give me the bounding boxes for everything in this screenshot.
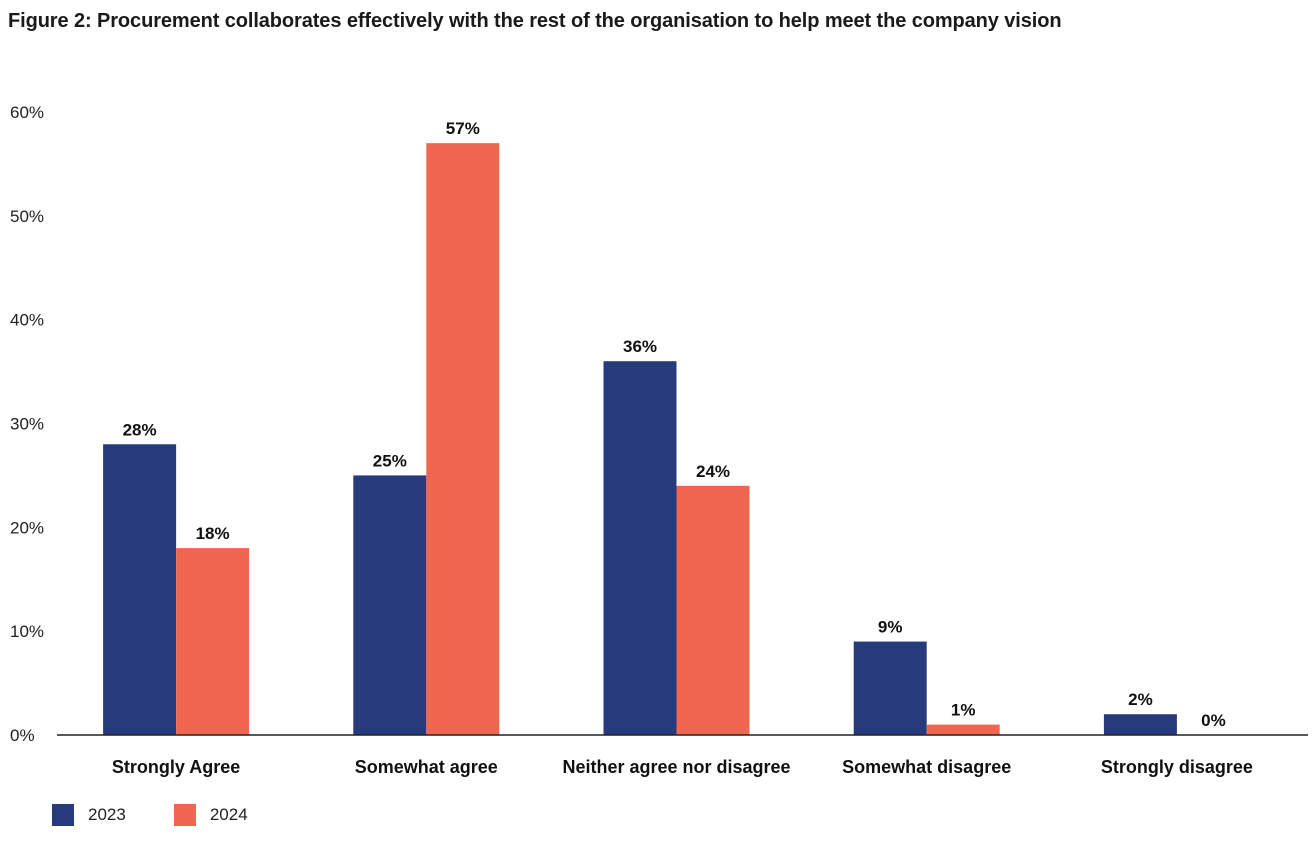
data-label-2024-2: 24% — [696, 462, 730, 481]
bar-2024-0 — [176, 548, 250, 735]
data-labels: 28% 18% 25% 57% 36% 24% 9% 1% 2% 0% — [123, 119, 1226, 730]
data-label-2023-0: 28% — [123, 420, 157, 439]
x-tick-label: Somewhat agree — [355, 757, 498, 777]
data-label-2024-1: 57% — [446, 119, 480, 138]
y-tick-label: 20% — [10, 518, 44, 537]
legend-item-2024: 2024 — [173, 804, 248, 826]
x-tick-label: Somewhat disagree — [842, 757, 1011, 777]
bar-2023-4 — [1103, 714, 1177, 735]
x-axis-labels: Strongly Agree Somewhat agree Neither agre… — [112, 757, 1253, 777]
bars — [103, 143, 1177, 735]
x-tick-label: Strongly disagree — [1101, 757, 1253, 777]
y-tick-label: 40% — [10, 311, 44, 330]
y-tick-label: 0% — [10, 726, 35, 745]
bar-2024-1 — [426, 143, 500, 735]
legend-item-2023: 2023 — [52, 804, 126, 826]
data-label-2023-4: 2% — [1128, 690, 1153, 709]
data-label-2023-3: 9% — [878, 618, 903, 637]
bar-2023-3 — [853, 641, 927, 735]
bar-2023-0 — [103, 444, 177, 735]
data-label-2023-2: 36% — [623, 337, 657, 356]
y-tick-label: 60% — [10, 103, 44, 122]
bar-2023-2 — [603, 361, 677, 735]
legend-swatch-2024 — [173, 804, 196, 826]
y-tick-label: 50% — [10, 207, 44, 226]
legend-swatch-2023 — [52, 804, 74, 826]
legend: 2023 2024 — [52, 804, 296, 826]
legend-label-2024: 2024 — [209, 805, 248, 824]
bar-2024-2 — [676, 485, 750, 735]
y-tick-label: 10% — [10, 622, 44, 641]
x-tick-label: Strongly Agree — [112, 757, 240, 777]
data-label-2024-0: 18% — [196, 524, 230, 543]
bar-2023-1 — [353, 475, 427, 735]
x-tick-label: Neither agree nor disagree — [562, 757, 790, 777]
data-label-2024-4: 0% — [1201, 711, 1226, 730]
y-tick-label: 30% — [10, 415, 44, 434]
data-label-2024-3: 1% — [951, 701, 976, 720]
chart-title: Figure 2: Procurement collaborates effec… — [8, 10, 1062, 32]
bar-2024-3 — [926, 724, 1000, 735]
legend-label-2023: 2023 — [88, 805, 126, 824]
data-label-2023-1: 25% — [373, 451, 407, 470]
y-axis-ticks: 0% 10% 20% 30% 40% 50% 60% — [10, 103, 44, 745]
